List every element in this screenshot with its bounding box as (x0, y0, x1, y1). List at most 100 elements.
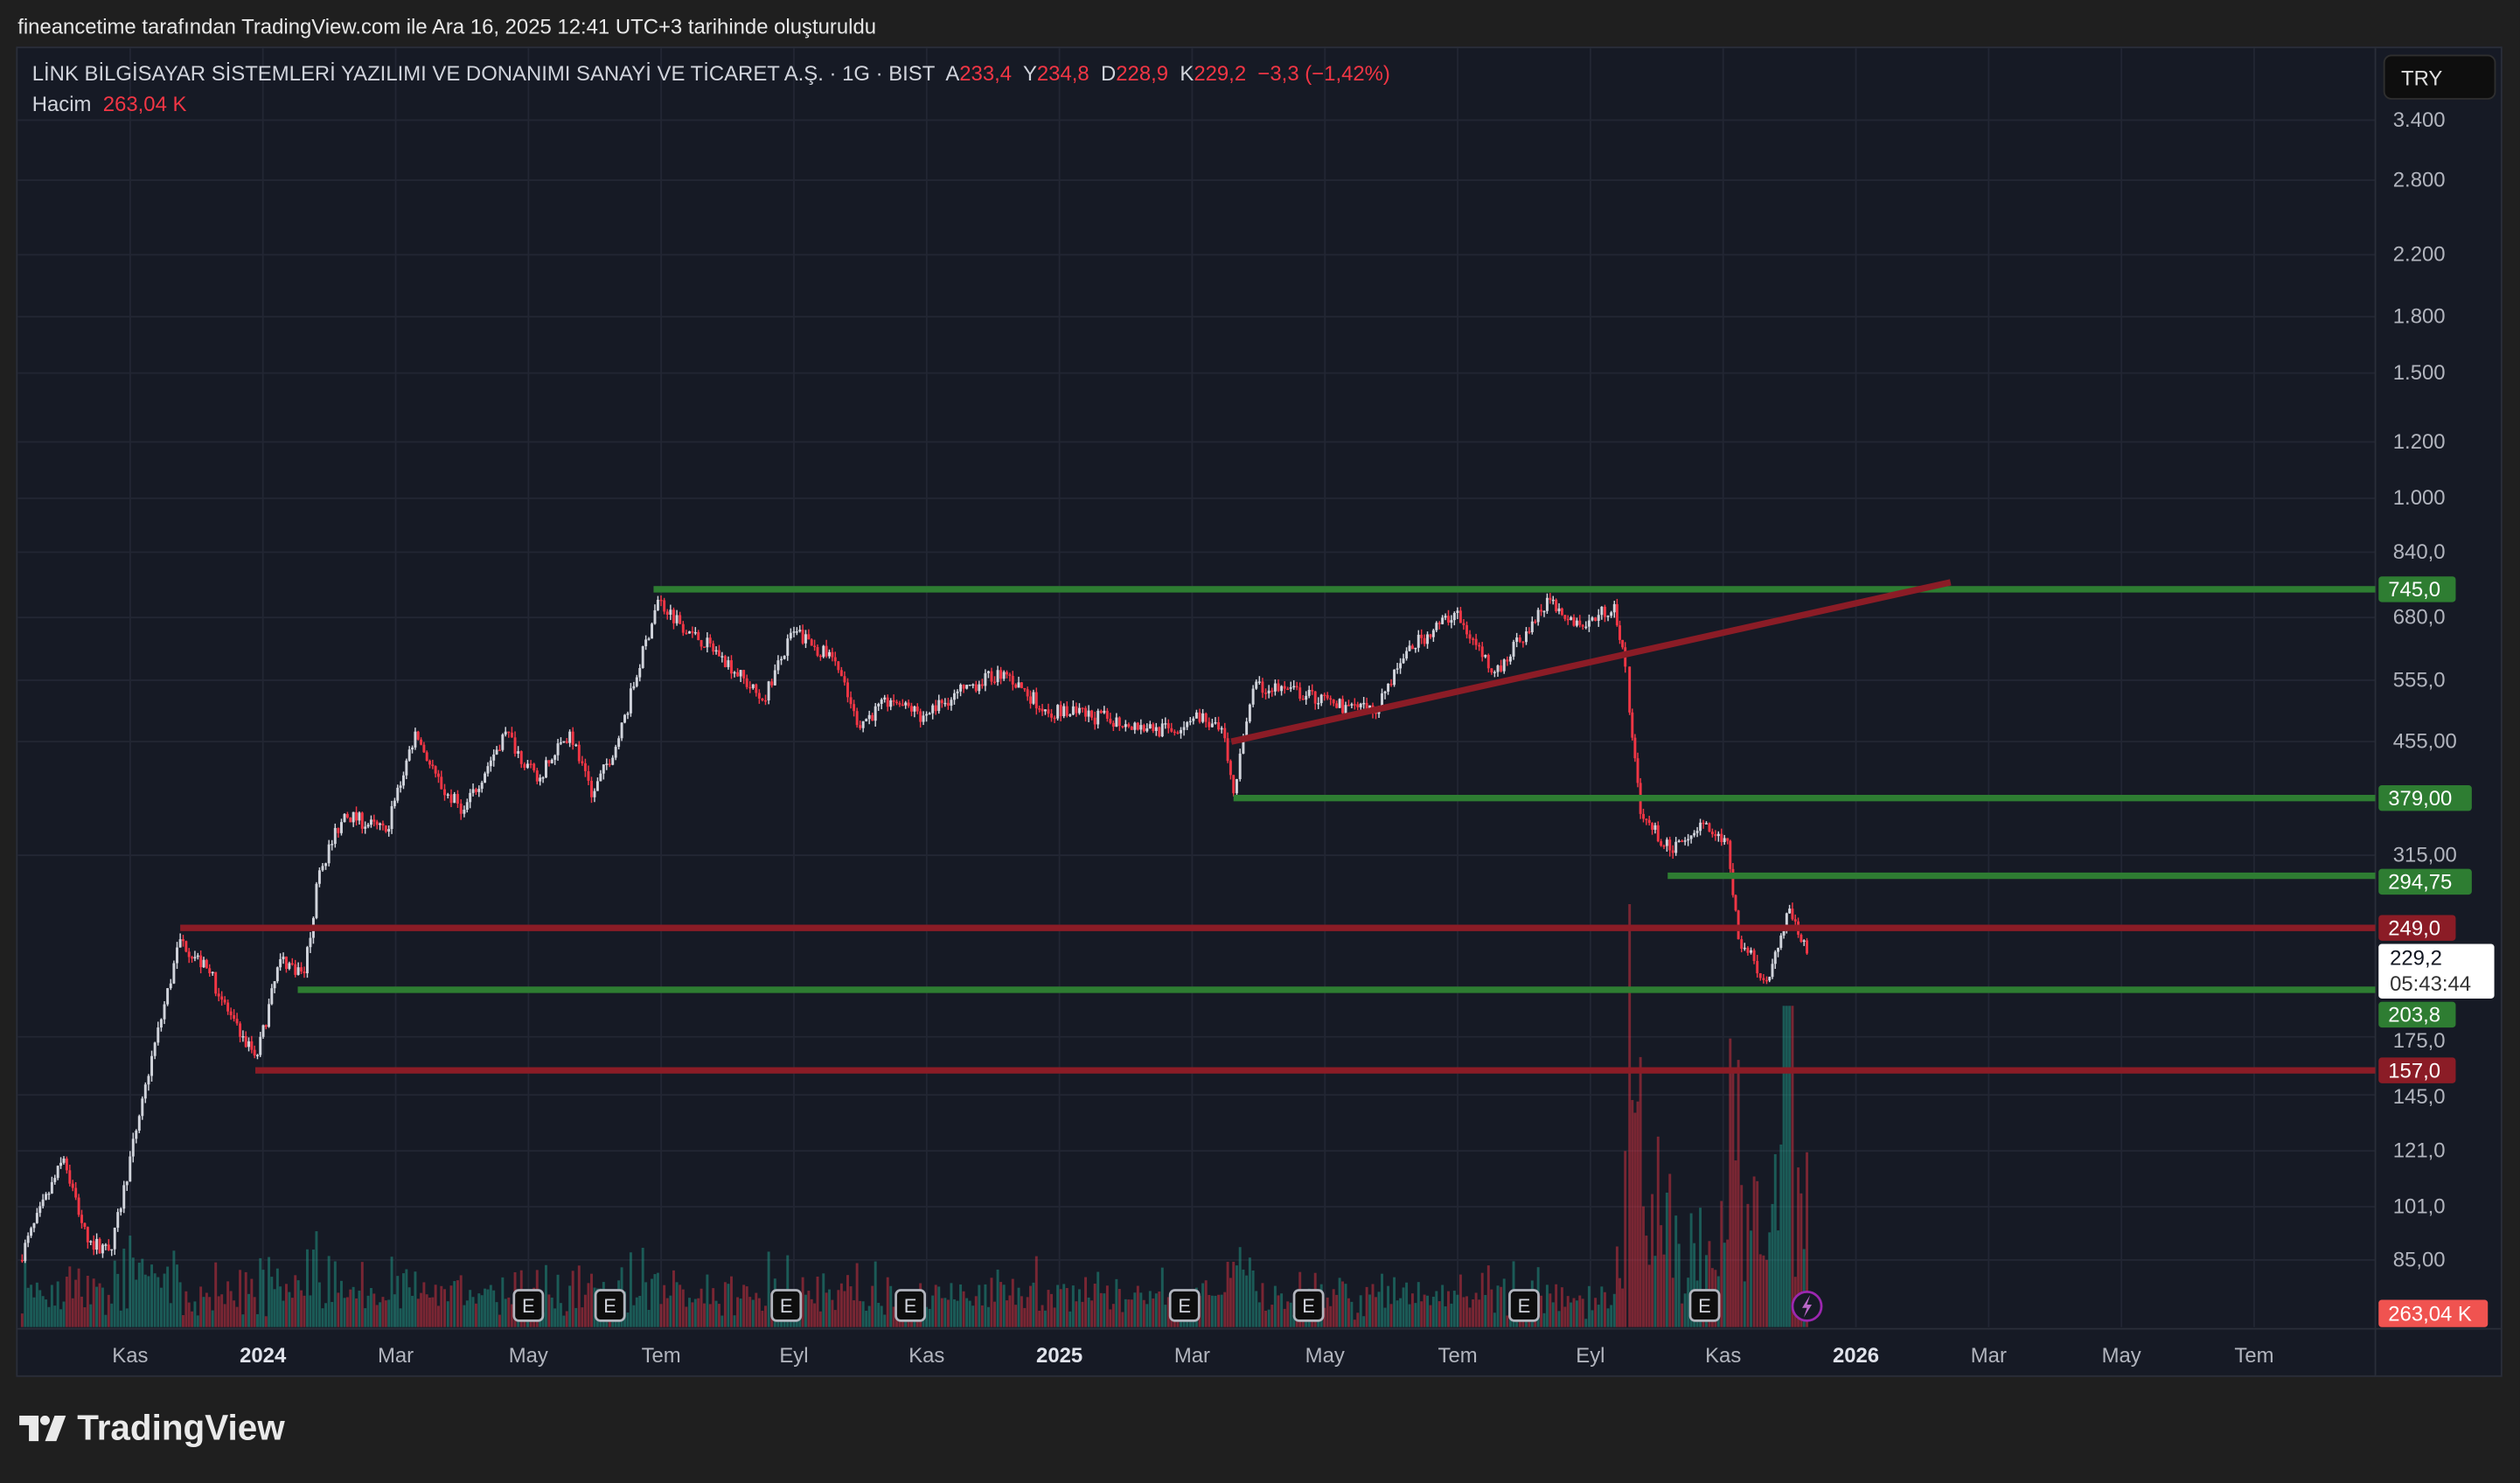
candle-body (327, 844, 331, 864)
volume-bar (1359, 1295, 1362, 1327)
volume-bar (352, 1286, 355, 1327)
volume-bar (632, 1305, 636, 1327)
volume-bar (581, 1307, 584, 1327)
candle-body (20, 1259, 24, 1262)
candle-body (545, 760, 547, 778)
candle-body (1332, 699, 1335, 704)
candle-body (1615, 603, 1619, 626)
volume-bar (469, 1290, 472, 1327)
candle-body (211, 971, 214, 974)
volume-bar (32, 1297, 36, 1327)
currency-button[interactable]: TRY (2383, 54, 2496, 100)
chart-panel[interactable] (16, 46, 2503, 1377)
candle-body (1383, 691, 1387, 693)
volume-bar (321, 1308, 324, 1327)
volume-bar (166, 1266, 170, 1327)
price-axis-label: 2.800 (2393, 168, 2446, 191)
volume-bar (1130, 1299, 1133, 1327)
volume-bar (486, 1289, 490, 1327)
candle-body (629, 688, 632, 714)
candle-body (1389, 683, 1393, 686)
candle-body (880, 699, 883, 705)
countdown-label: 05:43:44 (2390, 972, 2471, 996)
volume-bar (1154, 1293, 1158, 1327)
volume-bar (1628, 904, 1632, 1327)
volume-bar (1452, 1291, 1456, 1327)
candle-body (953, 693, 956, 700)
volume-bar (1350, 1301, 1354, 1327)
candle-body (1566, 618, 1570, 621)
volume-bar (1584, 1319, 1588, 1327)
earnings-marker[interactable]: E (895, 1289, 927, 1322)
earnings-marker[interactable]: E (1168, 1289, 1201, 1322)
candle-body (1450, 620, 1453, 623)
volume-bar (700, 1288, 703, 1327)
candle-body (1399, 663, 1403, 669)
volume-bar (1280, 1293, 1284, 1327)
candle-body (1472, 638, 1475, 640)
price-axis-label: 680,0 (2393, 606, 2446, 630)
candle-body (828, 651, 831, 657)
volume-bar (1096, 1271, 1100, 1327)
time-axis-label: May (509, 1344, 548, 1368)
volume-bar (498, 1314, 501, 1327)
price-axis-label: 2.200 (2393, 243, 2446, 267)
volume-bar (828, 1289, 831, 1327)
volume-bar (1273, 1285, 1277, 1327)
candle-body (159, 1019, 163, 1028)
earnings-marker[interactable]: E (1508, 1289, 1540, 1322)
volume-bar (1077, 1289, 1081, 1327)
volume-bar (1606, 1308, 1610, 1327)
candle-body (268, 1004, 271, 1027)
volume-bar (1238, 1247, 1242, 1327)
earnings-marker[interactable]: E (594, 1289, 626, 1322)
candle-body (1105, 710, 1109, 719)
volume-bar (360, 1262, 364, 1327)
candle-body (614, 747, 617, 758)
tradingview-logo[interactable]: TradingView (19, 1408, 285, 1450)
volume-bar (311, 1250, 315, 1327)
candle-body (172, 963, 176, 984)
volume-bar (729, 1276, 733, 1327)
volume-bar (1023, 1307, 1027, 1327)
earnings-marker[interactable]: E (1688, 1289, 1721, 1322)
candle-body (1600, 606, 1604, 616)
candle-body (1038, 708, 1041, 710)
candle-body (663, 600, 666, 612)
volume-bar (59, 1309, 63, 1327)
candle-body (294, 964, 297, 975)
volume-bar (1326, 1297, 1329, 1327)
lightning-event-icon[interactable] (1791, 1290, 1823, 1322)
volume-bar (349, 1289, 352, 1327)
volume-bar (865, 1310, 868, 1327)
earnings-marker[interactable]: E (1292, 1289, 1325, 1322)
volume-bar (946, 1299, 950, 1327)
candle-body (1572, 616, 1576, 626)
level-price-badge (2378, 915, 2456, 941)
volume-bar (345, 1297, 349, 1327)
earnings-marker[interactable]: E (512, 1289, 545, 1322)
volume-bar (1145, 1304, 1149, 1327)
earnings-marker[interactable]: E (770, 1289, 803, 1322)
volume-bar (1286, 1301, 1290, 1327)
candle-body (669, 609, 672, 616)
volume-bar (379, 1302, 382, 1327)
candle-body (919, 711, 922, 722)
candle-body (644, 639, 648, 647)
volume-bar (590, 1273, 593, 1327)
candle-body (480, 783, 484, 790)
candle-body (182, 939, 184, 942)
volume-bar (1251, 1270, 1255, 1327)
volume-bar (303, 1295, 306, 1327)
symbol-title[interactable]: LİNK BİLGİSAYAR SİSTEMLERİ YAZILIMI VE D… (31, 60, 936, 86)
candle-body (519, 751, 523, 764)
candle-body (235, 1019, 239, 1024)
candle-body (77, 1197, 80, 1215)
volume-bar (1619, 1278, 1621, 1327)
volume-bar (1115, 1278, 1118, 1327)
candle-body (943, 702, 947, 705)
volume-bar (550, 1297, 553, 1327)
candle-body (375, 821, 379, 825)
